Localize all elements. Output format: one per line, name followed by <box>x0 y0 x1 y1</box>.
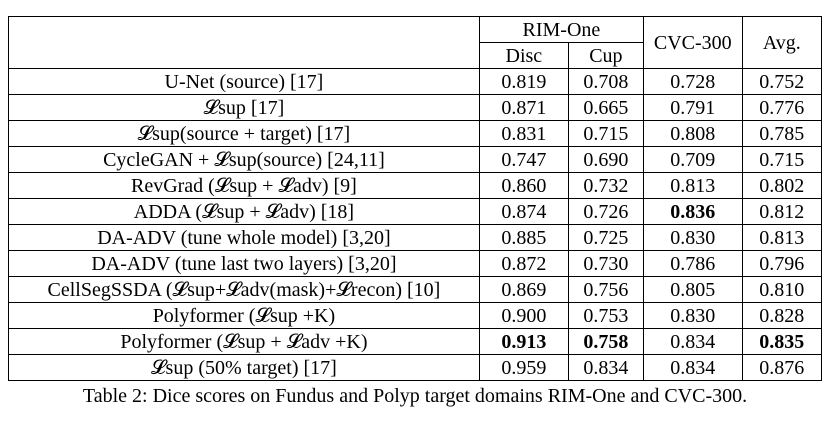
avg-cell: 0.810 <box>741 276 823 303</box>
disc-cell: 0.869 <box>478 276 569 303</box>
cvc-cell: 0.834 <box>642 328 743 355</box>
cvc-cell: 0.808 <box>642 120 743 147</box>
method-cell: Polyformer (𝓛sup +K) <box>8 302 480 329</box>
avg-cell: 0.813 <box>741 224 823 251</box>
header-method-cell <box>8 16 480 69</box>
cup-cell: 0.726 <box>567 198 644 225</box>
method-cell: RevGrad (𝓛sup + 𝓛adv) [9] <box>8 172 480 199</box>
disc-cell: 0.831 <box>478 120 569 147</box>
cup-cell: 0.834 <box>567 354 644 381</box>
cvc-cell: 0.728 <box>642 68 743 95</box>
table-row: ADDA (𝓛sup + 𝓛adv) [18] 0.874 0.726 0.83… <box>8 198 823 225</box>
disc-cell: 0.885 <box>478 224 569 251</box>
cup-cell: 0.732 <box>567 172 644 199</box>
table-row: Polyformer (𝓛sup + 𝓛adv +K) 0.913 0.758 … <box>8 328 823 355</box>
disc-cell: 0.874 <box>478 198 569 225</box>
table-row: CycleGAN + 𝓛sup(source) [24,11] 0.747 0.… <box>8 146 823 173</box>
avg-cell-best: 0.835 <box>741 328 823 355</box>
disc-cell: 0.959 <box>478 354 569 381</box>
results-table: RIM-One CVC-300 Avg. Disc Cup U-Net (sou… <box>8 16 823 381</box>
avg-cell: 0.828 <box>741 302 823 329</box>
table-caption: Table 2: Dice scores on Fundus and Polyp… <box>82 385 748 407</box>
cvc-cell: 0.805 <box>642 276 743 303</box>
cup-cell: 0.690 <box>567 146 644 173</box>
disc-cell: 0.871 <box>478 94 569 121</box>
method-cell: ADDA (𝓛sup + 𝓛adv) [18] <box>8 198 480 225</box>
avg-cell: 0.715 <box>741 146 823 173</box>
cup-cell: 0.725 <box>567 224 644 251</box>
cup-cell: 0.665 <box>567 94 644 121</box>
table-container: RIM-One CVC-300 Avg. Disc Cup U-Net (sou… <box>8 16 823 408</box>
method-cell: 𝓛sup (50% target) [17] <box>8 354 480 381</box>
header-row-group: RIM-One CVC-300 Avg. <box>8 16 823 69</box>
table-row: RevGrad (𝓛sup + 𝓛adv) [9] 0.860 0.732 0.… <box>8 172 823 199</box>
cvc-cell: 0.813 <box>642 172 743 199</box>
avg-cell: 0.785 <box>741 120 823 147</box>
table-row: 𝓛sup [17] 0.871 0.665 0.791 0.776 <box>8 94 823 121</box>
disc-cell-best: 0.913 <box>478 328 569 355</box>
header-cup: Cup <box>567 42 644 69</box>
cup-cell-best: 0.758 <box>567 328 644 355</box>
method-cell: 𝓛sup [17] <box>8 94 480 121</box>
disc-cell: 0.819 <box>478 68 569 95</box>
table-row: CellSegSSDA (𝓛sup+𝓛adv(mask)+𝓛recon) [10… <box>8 276 823 303</box>
method-cell: 𝓛sup(source + target) [17] <box>8 120 480 147</box>
disc-cell: 0.872 <box>478 250 569 277</box>
disc-cell: 0.860 <box>478 172 569 199</box>
header-row-sub: Disc Cup <box>9 42 822 69</box>
cvc-cell: 0.830 <box>642 224 743 251</box>
table-row: DA-ADV (tune last two layers) [3,20] 0.8… <box>8 250 823 277</box>
disc-cell: 0.747 <box>478 146 569 173</box>
cup-cell: 0.708 <box>567 68 644 95</box>
method-cell: CycleGAN + 𝓛sup(source) [24,11] <box>8 146 480 173</box>
method-cell: CellSegSSDA (𝓛sup+𝓛adv(mask)+𝓛recon) [10… <box>8 276 480 303</box>
cvc-cell-best: 0.836 <box>642 198 743 225</box>
header-disc: Disc <box>478 42 569 69</box>
table-row-upper-bound: 𝓛sup (50% target) [17] 0.959 0.834 0.834… <box>8 354 823 381</box>
method-cell: U-Net (source) [17] <box>8 68 480 95</box>
cvc-cell: 0.709 <box>642 146 743 173</box>
method-cell: Polyformer (𝓛sup + 𝓛adv +K) <box>8 328 480 355</box>
header-cvc-300: CVC-300 <box>642 16 743 69</box>
avg-cell: 0.812 <box>741 198 823 225</box>
avg-cell: 0.752 <box>741 68 823 95</box>
cup-cell: 0.715 <box>567 120 644 147</box>
cup-cell: 0.753 <box>567 302 644 329</box>
table-row: U-Net (source) [17] 0.819 0.708 0.728 0.… <box>8 68 823 95</box>
cvc-cell: 0.786 <box>642 250 743 277</box>
disc-cell: 0.900 <box>478 302 569 329</box>
method-cell: DA-ADV (tune whole model) [3,20] <box>8 224 480 251</box>
cup-cell: 0.756 <box>567 276 644 303</box>
avg-cell: 0.796 <box>741 250 823 277</box>
cvc-cell: 0.791 <box>642 94 743 121</box>
cup-cell: 0.730 <box>567 250 644 277</box>
avg-cell: 0.802 <box>741 172 823 199</box>
avg-cell: 0.776 <box>741 94 823 121</box>
header-avg: Avg. <box>741 16 823 69</box>
table-row: 𝓛sup(source + target) [17] 0.831 0.715 0… <box>8 120 823 147</box>
table-row: DA-ADV (tune whole model) [3,20] 0.885 0… <box>8 224 823 251</box>
avg-cell: 0.876 <box>741 354 823 381</box>
method-cell: DA-ADV (tune last two layers) [3,20] <box>8 250 480 277</box>
cvc-cell: 0.830 <box>642 302 743 329</box>
table-row: Polyformer (𝓛sup +K) 0.900 0.753 0.830 0… <box>8 302 823 329</box>
header-rim-one: RIM-One <box>478 16 644 43</box>
cvc-cell: 0.834 <box>642 354 743 381</box>
